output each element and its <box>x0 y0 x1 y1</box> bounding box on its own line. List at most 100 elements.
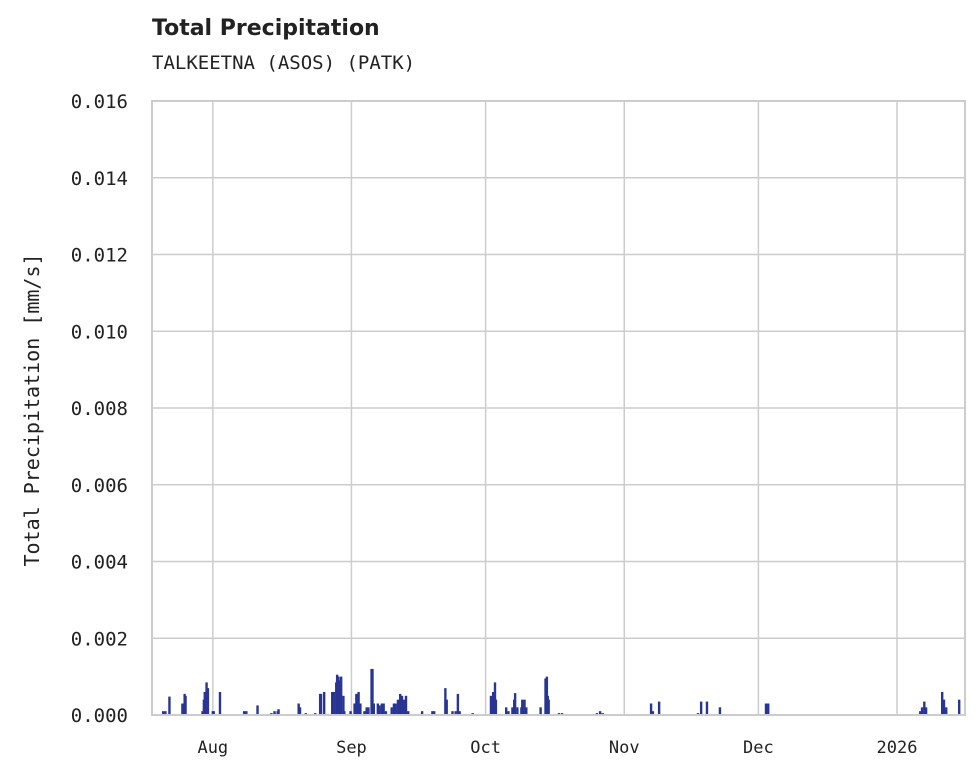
precip-bar <box>384 711 388 715</box>
y-tick-label: 0.002 <box>71 628 128 650</box>
precip-bar <box>489 695 493 715</box>
precip-bar <box>511 707 514 715</box>
precip-bar <box>539 707 542 715</box>
x-tick-label: 2026 <box>877 738 918 758</box>
precip-bar <box>380 703 384 715</box>
y-tick-label: 0.010 <box>71 321 128 343</box>
precip-bar <box>924 707 928 715</box>
precip-bar <box>420 711 424 715</box>
precip-bar <box>218 691 222 715</box>
precip-bar <box>521 699 524 715</box>
precip-bar <box>920 707 924 715</box>
precip-bar <box>657 701 661 715</box>
x-tick-label: Oct <box>470 738 501 758</box>
precip-bar <box>923 701 926 715</box>
precip-bar <box>184 695 187 715</box>
chart-subtitle: TALKEETNA (ASOS) (PATK) <box>152 52 416 74</box>
precip-bar <box>444 688 447 715</box>
precip-bar <box>445 699 448 715</box>
precip-bar <box>319 693 323 715</box>
precip-bar <box>335 674 339 715</box>
precip-bar <box>398 693 402 715</box>
precip-bar <box>332 691 336 715</box>
precip-bar <box>718 707 722 715</box>
precip-bar <box>431 711 434 715</box>
precip-bar <box>297 703 300 715</box>
precip-bar <box>396 699 400 715</box>
precip-bar <box>363 711 366 715</box>
precip-bar <box>394 703 397 715</box>
precip-bar <box>516 707 519 715</box>
precip-bar <box>168 696 171 715</box>
precip-bar <box>451 711 454 715</box>
precip-bar <box>547 699 550 715</box>
precip-bar <box>298 707 302 715</box>
y-tick-label: 0.008 <box>71 398 128 420</box>
precip-bar <box>407 711 410 715</box>
precip-bar <box>957 699 961 715</box>
precip-bar <box>651 711 655 715</box>
grid <box>152 100 965 716</box>
precip-bar <box>390 707 393 715</box>
precip-bar <box>764 703 768 715</box>
y-tick-label: 0.006 <box>71 475 128 497</box>
precip-bar <box>492 691 495 715</box>
precip-bar <box>203 691 206 715</box>
precip-bar <box>339 676 343 715</box>
precip-bar <box>372 703 376 715</box>
y-tick-label: 0.012 <box>71 245 128 267</box>
y-ticks: 0.000 0.002 0.004 0.006 0.008 0.010 0.012 0.014… <box>71 91 128 727</box>
precip-bar <box>342 695 345 715</box>
precip-bar <box>161 711 165 715</box>
precip-bar <box>371 668 374 715</box>
precip-bar <box>493 682 497 715</box>
precip-bar <box>343 711 346 715</box>
precip-bar <box>349 711 352 715</box>
precip-bar <box>456 693 460 715</box>
y-tick-label: 0.004 <box>71 552 128 574</box>
precip-bar <box>357 691 360 715</box>
precip-bar <box>523 699 526 715</box>
precip-bar <box>322 691 326 715</box>
precip-bar <box>359 703 362 715</box>
precip-bar <box>206 688 210 715</box>
bars <box>161 668 961 715</box>
precip-bar <box>649 703 653 715</box>
precip-bar <box>919 711 922 715</box>
precip-bar <box>525 707 528 715</box>
chart-title: Total Precipitation <box>152 16 380 41</box>
precip-bar <box>945 707 948 715</box>
precip-bar <box>181 703 184 715</box>
precip-bar <box>454 711 457 715</box>
precip-bar <box>940 691 944 715</box>
precip-bar <box>767 703 770 715</box>
precip-bar <box>403 699 406 715</box>
precip-bar <box>699 701 703 715</box>
precip-bar <box>256 705 259 715</box>
precip-bar <box>365 707 368 715</box>
precip-bar <box>367 707 370 715</box>
precip-bar <box>273 711 276 715</box>
x-tick-label: Sep <box>336 738 367 758</box>
precip-bar <box>544 678 547 715</box>
x-tick-label: Nov <box>609 738 640 758</box>
precip-bar <box>212 711 215 715</box>
precip-bar <box>331 691 334 715</box>
precip-bar <box>458 711 461 715</box>
precip-bar <box>513 693 517 715</box>
precip-bar <box>164 711 167 715</box>
plot-frame <box>151 100 966 716</box>
precip-bar <box>400 695 404 715</box>
precip-bar <box>205 682 208 715</box>
y-tick-label: 0.014 <box>71 168 128 190</box>
precip-bar <box>494 699 498 715</box>
precip-bar <box>337 676 340 715</box>
x-tick-label: Dec <box>743 738 774 758</box>
y-tick-label: 0.016 <box>71 91 128 113</box>
precip-bar <box>201 711 204 715</box>
precip-bar <box>277 709 280 715</box>
precip-bar <box>376 703 380 715</box>
precip-bar <box>504 707 508 715</box>
y-tick-label: 0.000 <box>71 705 128 727</box>
